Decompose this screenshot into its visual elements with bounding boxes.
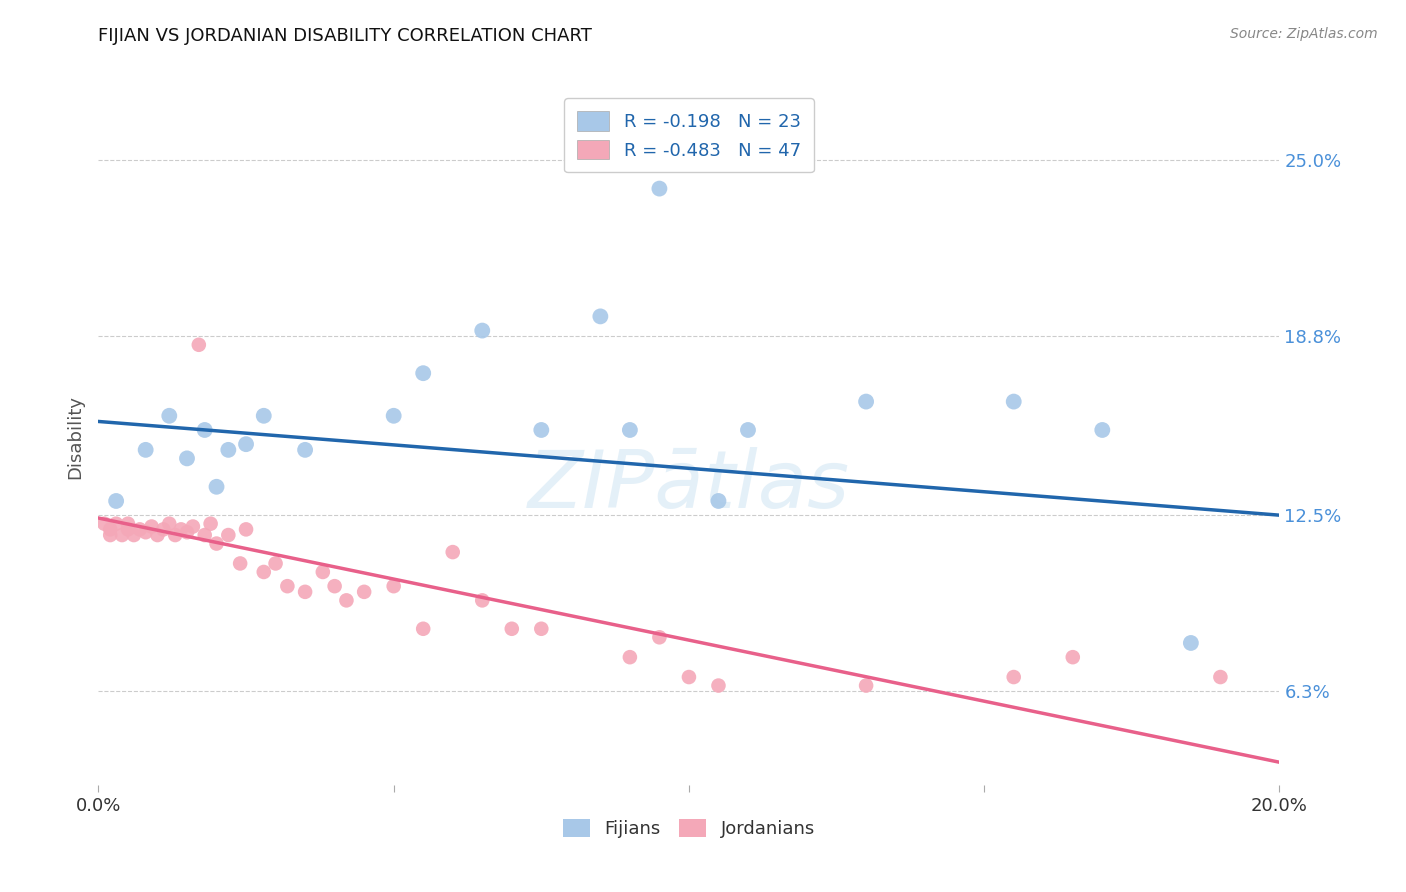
Point <box>176 451 198 466</box>
Point <box>157 409 180 423</box>
Point <box>648 630 671 644</box>
Point <box>1002 670 1025 684</box>
Point <box>855 394 877 409</box>
Text: FIJIAN VS JORDANIAN DISABILITY CORRELATION CHART: FIJIAN VS JORDANIAN DISABILITY CORRELATI… <box>98 27 592 45</box>
Point <box>294 585 316 599</box>
Point <box>194 528 217 542</box>
Point <box>194 423 217 437</box>
Point <box>217 442 239 457</box>
Point <box>471 593 494 607</box>
Point <box>412 622 434 636</box>
Point <box>235 437 257 451</box>
Point <box>157 516 180 531</box>
Point <box>1062 650 1084 665</box>
Point <box>707 494 730 508</box>
Point <box>187 338 209 352</box>
Point <box>205 480 228 494</box>
Point <box>678 670 700 684</box>
Point <box>200 516 222 531</box>
Point <box>471 324 494 338</box>
Point <box>105 494 128 508</box>
Point <box>441 545 464 559</box>
Point <box>412 366 434 380</box>
Point <box>111 528 134 542</box>
Point <box>253 565 276 579</box>
Point <box>619 650 641 665</box>
Point <box>648 181 671 195</box>
Point <box>264 557 287 571</box>
Point <box>117 522 139 536</box>
Point <box>141 519 163 533</box>
Point <box>122 528 145 542</box>
Point <box>707 679 730 693</box>
Point <box>530 423 553 437</box>
Point <box>93 516 115 531</box>
Point <box>229 557 252 571</box>
Point <box>1002 394 1025 409</box>
Point <box>117 516 139 531</box>
Point <box>253 409 276 423</box>
Point <box>135 442 157 457</box>
Point <box>312 565 335 579</box>
Y-axis label: Disability: Disability <box>66 395 84 479</box>
Text: ZIPātlas: ZIPātlas <box>527 447 851 524</box>
Point <box>1180 636 1202 650</box>
Point <box>501 622 523 636</box>
Point <box>737 423 759 437</box>
Point <box>353 585 375 599</box>
Point <box>619 423 641 437</box>
Point <box>128 522 150 536</box>
Point <box>530 622 553 636</box>
Point <box>98 522 121 536</box>
Point <box>382 579 405 593</box>
Point <box>205 536 228 550</box>
Point <box>335 593 357 607</box>
Point <box>146 528 169 542</box>
Point <box>855 679 877 693</box>
Text: Source: ZipAtlas.com: Source: ZipAtlas.com <box>1230 27 1378 41</box>
Point <box>181 519 204 533</box>
Point <box>105 516 128 531</box>
Point <box>135 525 157 540</box>
Point <box>589 310 612 324</box>
Point <box>217 528 239 542</box>
Point <box>176 525 198 540</box>
Point <box>1209 670 1232 684</box>
Point <box>294 442 316 457</box>
Legend: Fijians, Jordanians: Fijians, Jordanians <box>555 812 823 846</box>
Point <box>235 522 257 536</box>
Point <box>382 409 405 423</box>
Point <box>323 579 346 593</box>
Point <box>1091 423 1114 437</box>
Point <box>152 522 174 536</box>
Point <box>165 528 187 542</box>
Point <box>170 522 193 536</box>
Point <box>98 528 121 542</box>
Point <box>276 579 298 593</box>
